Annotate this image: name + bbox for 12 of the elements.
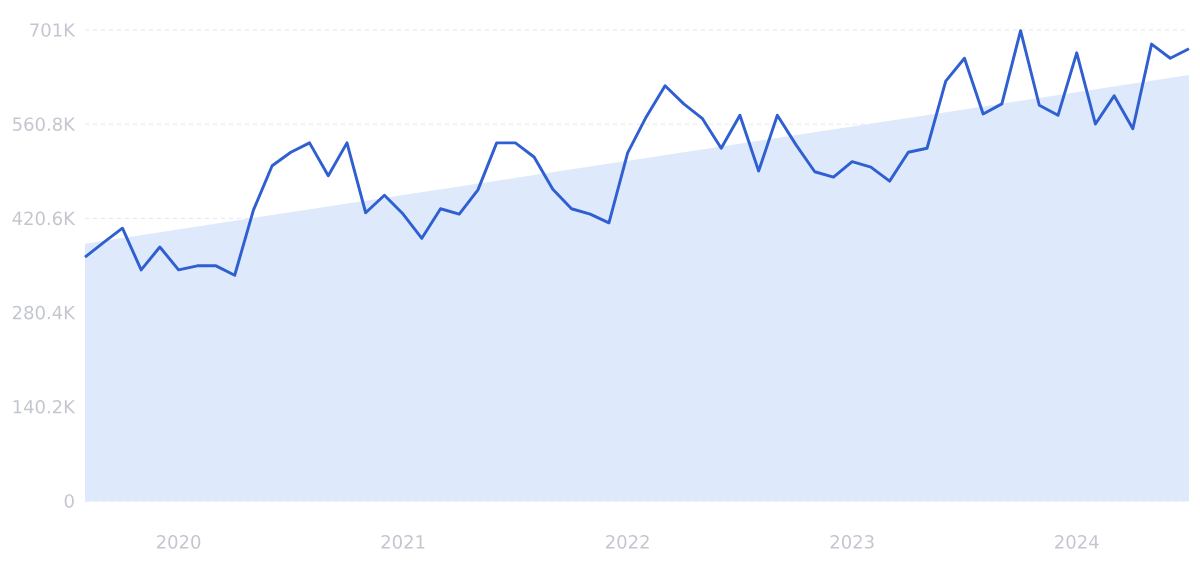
y-tick-label: 420.6K (12, 211, 76, 226)
x-tick-label: 2024 (1055, 535, 1099, 549)
y-tick-label: 140.2K (13, 399, 76, 414)
x-tick-label: 2023 (830, 535, 874, 549)
y-tick-label: 280.4K (12, 305, 76, 320)
y-tick-label: 701K (30, 23, 76, 37)
y-tick-label: 0 (64, 494, 74, 508)
x-tick-label: 2020 (156, 535, 201, 549)
x-tick-label: 2021 (381, 535, 425, 549)
x-tick-label: 2022 (606, 535, 649, 549)
y-tick-label: 560.8K (13, 117, 76, 131)
line-series (83, 29, 1191, 277)
